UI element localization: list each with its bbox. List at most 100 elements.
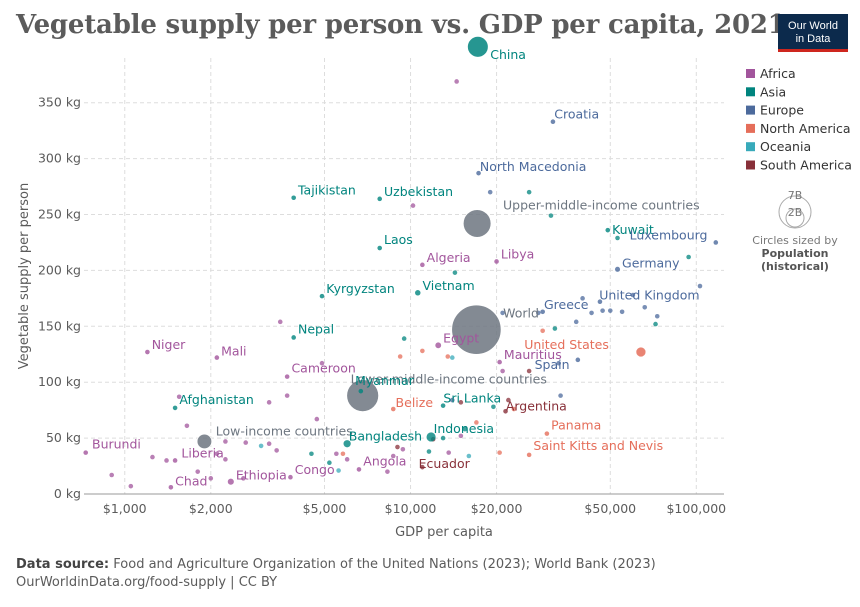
point-argentina[interactable] xyxy=(503,408,508,414)
point-kyrgyzstan[interactable] xyxy=(319,293,325,299)
data-point[interactable] xyxy=(653,321,658,327)
data-point[interactable] xyxy=(397,354,403,359)
data-point[interactable] xyxy=(686,254,691,260)
legend-label-asia[interactable]: Asia xyxy=(760,84,786,99)
data-point[interactable] xyxy=(536,310,541,316)
data-point[interactable] xyxy=(500,368,505,374)
point-tajikistan[interactable] xyxy=(291,195,296,201)
data-point[interactable] xyxy=(309,451,314,457)
data-point[interactable] xyxy=(506,397,511,403)
data-point[interactable] xyxy=(697,283,703,289)
data-point[interactable] xyxy=(452,270,458,275)
data-point[interactable] xyxy=(458,433,464,439)
data-point[interactable] xyxy=(258,443,264,449)
data-point[interactable] xyxy=(580,296,585,301)
data-point[interactable] xyxy=(449,355,455,360)
data-point[interactable] xyxy=(600,308,605,313)
data-point[interactable] xyxy=(440,435,446,441)
data-point[interactable] xyxy=(334,451,339,457)
point-north-macedonia[interactable] xyxy=(476,170,481,176)
legend-label-oceania[interactable]: Oceania xyxy=(760,139,811,154)
point-saint-kitts-and-nevis[interactable] xyxy=(526,452,532,458)
data-point[interactable] xyxy=(548,213,554,218)
point-germany[interactable] xyxy=(614,266,621,272)
data-point[interactable] xyxy=(395,444,400,450)
point-afghanistan[interactable] xyxy=(172,405,178,411)
point-low-income-countries[interactable] xyxy=(196,433,213,450)
point-niger[interactable] xyxy=(145,349,150,355)
data-point[interactable] xyxy=(420,348,425,354)
legend-label-africa[interactable]: Africa xyxy=(760,66,796,81)
point-indonesia[interactable] xyxy=(426,432,436,442)
point-myanmar[interactable] xyxy=(358,388,364,394)
point-ethiopia[interactable] xyxy=(227,478,234,485)
legend-swatch-africa[interactable] xyxy=(746,69,755,78)
point-mali[interactable] xyxy=(214,355,220,360)
data-point[interactable] xyxy=(400,446,406,452)
data-point[interactable] xyxy=(500,310,505,316)
legend-swatch-europe[interactable] xyxy=(746,105,755,115)
point-belize[interactable] xyxy=(390,406,396,412)
point-bangladesh[interactable] xyxy=(343,440,351,448)
point-libya[interactable] xyxy=(494,259,499,264)
data-point[interactable] xyxy=(274,448,279,453)
point-laos[interactable] xyxy=(377,245,383,251)
data-point[interactable] xyxy=(526,189,532,195)
data-point[interactable] xyxy=(491,404,496,410)
data-point[interactable] xyxy=(474,420,479,425)
data-point[interactable] xyxy=(208,476,214,481)
data-point[interactable] xyxy=(630,292,636,298)
point-united-kingdom[interactable] xyxy=(597,299,603,305)
point-croatia[interactable] xyxy=(550,119,556,125)
data-point[interactable] xyxy=(164,458,169,463)
data-point[interactable] xyxy=(552,326,558,331)
data-point[interactable] xyxy=(128,483,134,489)
data-point[interactable] xyxy=(195,469,201,474)
data-point[interactable] xyxy=(454,79,459,84)
point-sri-lanka[interactable] xyxy=(440,403,446,408)
point-ecuador[interactable] xyxy=(420,464,425,470)
data-point[interactable] xyxy=(336,468,341,473)
data-point[interactable] xyxy=(462,426,468,432)
data-point[interactable] xyxy=(573,319,579,325)
legend-swatch-oceania[interactable] xyxy=(746,142,755,152)
point-vietnam[interactable] xyxy=(415,290,421,296)
data-point[interactable] xyxy=(314,416,320,422)
point-chad[interactable] xyxy=(168,484,174,490)
data-point[interactable] xyxy=(223,439,228,444)
legend-label-europe[interactable]: Europe xyxy=(760,103,804,118)
point-united-states[interactable] xyxy=(635,346,647,358)
point-panama[interactable] xyxy=(544,431,550,436)
legend-swatch-south-america[interactable] xyxy=(746,160,755,170)
data-point[interactable] xyxy=(223,457,228,462)
point-china[interactable] xyxy=(467,36,489,58)
point-upper-middle-income-countries[interactable] xyxy=(462,209,492,238)
data-point[interactable] xyxy=(150,454,155,460)
data-point[interactable] xyxy=(344,457,350,462)
point-greece[interactable] xyxy=(540,309,545,315)
point-liberia[interactable] xyxy=(172,458,178,463)
data-point[interactable] xyxy=(615,235,620,241)
point-algeria[interactable] xyxy=(420,262,425,268)
data-point[interactable] xyxy=(385,469,390,474)
data-point[interactable] xyxy=(540,328,545,334)
data-point[interactable] xyxy=(214,451,220,457)
owid-logo[interactable]: Our World in Data xyxy=(778,14,848,52)
data-point[interactable] xyxy=(511,406,517,412)
data-point[interactable] xyxy=(556,360,562,366)
data-point[interactable] xyxy=(327,460,332,465)
point-lower-middle-income-countries[interactable] xyxy=(346,379,380,413)
data-point[interactable] xyxy=(654,313,660,319)
point-cameroon[interactable] xyxy=(284,374,290,379)
data-point[interactable] xyxy=(266,400,272,405)
data-point[interactable] xyxy=(184,423,190,429)
point-nepal[interactable] xyxy=(291,335,296,340)
data-point[interactable] xyxy=(497,450,502,455)
data-point[interactable] xyxy=(410,203,416,208)
data-point[interactable] xyxy=(446,450,451,455)
data-point[interactable] xyxy=(176,394,182,400)
data-point[interactable] xyxy=(266,441,272,446)
data-point[interactable] xyxy=(607,308,613,313)
data-point[interactable] xyxy=(401,336,407,341)
point-world[interactable] xyxy=(451,304,502,355)
